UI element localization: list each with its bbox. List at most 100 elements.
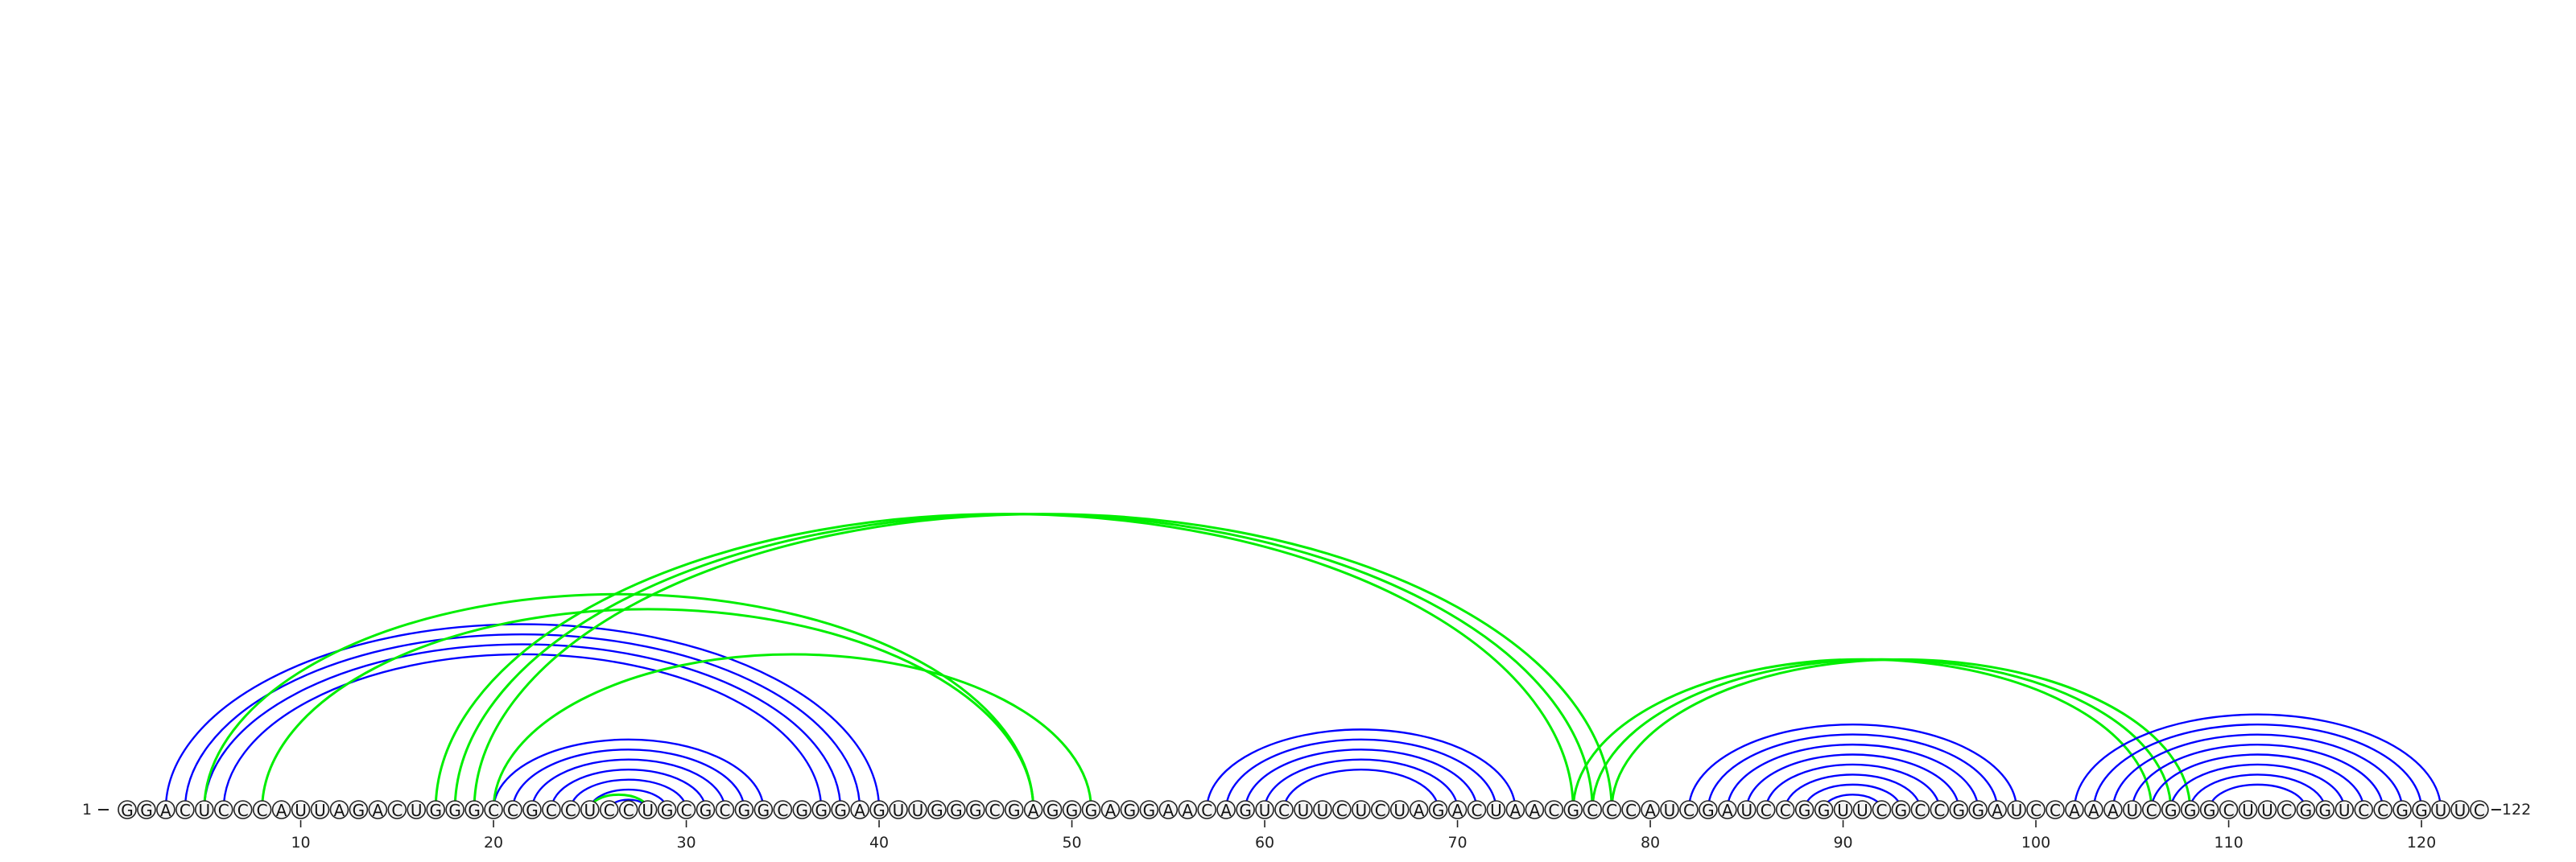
base-12: A (329, 800, 349, 820)
base-54: G (1139, 800, 1159, 820)
base-45: G (966, 800, 985, 820)
arc-blue-104-119 (2112, 733, 2404, 810)
arc-blue-102-121 (2073, 713, 2442, 810)
arc-blue-107-116 (2169, 763, 2346, 810)
base-letter: A (1452, 801, 1463, 820)
base-circle (2373, 800, 2392, 819)
base-40: G (869, 800, 889, 820)
base-56: A (1178, 800, 1198, 820)
base-24: C (561, 800, 580, 820)
arc-blue-83-98 (1707, 733, 1999, 810)
tick-label-50: 50 (1062, 834, 1081, 852)
base-86: C (1756, 800, 1776, 820)
base-74: A (1525, 800, 1545, 820)
base-22: G (522, 800, 542, 820)
base-letter: U (893, 801, 905, 820)
base-21: C (503, 800, 522, 820)
base-circle (233, 800, 253, 819)
base-circle (387, 800, 407, 819)
base-letter: G (1818, 801, 1831, 820)
base-23: C (542, 800, 561, 820)
base-circle (1081, 800, 1101, 819)
base-circle (310, 800, 330, 819)
base-circle (2007, 800, 2026, 819)
base-77: C (1583, 800, 1602, 820)
base-circle (715, 800, 735, 819)
base-110: C (2219, 800, 2239, 820)
base-letter: U (2435, 801, 2447, 820)
base-circle (1737, 800, 1757, 819)
base-letter: C (623, 801, 634, 820)
base-circle (464, 800, 484, 819)
base-letter: G (758, 801, 770, 820)
base-109: G (2199, 800, 2219, 820)
base-letter: G (796, 801, 809, 820)
base-letter: G (448, 801, 461, 820)
arc-blue-20-34 (492, 738, 765, 810)
arc-blue-106-117 (2150, 753, 2365, 810)
base-circle (1756, 800, 1776, 819)
base-53: G (1120, 800, 1140, 820)
base-letter: C (565, 801, 576, 820)
base-letter: C (2146, 801, 2157, 820)
base-7: C (233, 800, 253, 820)
base-64: C (1332, 800, 1352, 820)
tick-label-60: 60 (1255, 834, 1274, 852)
base-letter: G (1953, 801, 1966, 820)
base-circle (1833, 800, 1853, 819)
base-66: C (1370, 800, 1390, 820)
base-circle (1139, 800, 1159, 819)
base-circle (2470, 800, 2489, 819)
base-circle (1004, 800, 1024, 819)
base-letter: G (140, 801, 153, 820)
tick-label-120: 120 (2407, 834, 2436, 852)
base-122: U (2450, 800, 2470, 820)
base-letter: C (1914, 801, 1926, 820)
base-96: G (1949, 800, 1969, 820)
base-circle (1679, 800, 1699, 819)
base-circle (1120, 800, 1140, 819)
base-letter: A (2107, 801, 2119, 820)
base-letter: U (1393, 801, 1406, 820)
base-letter: G (2319, 801, 2332, 820)
base-19: G (464, 800, 484, 820)
base-39: A (850, 800, 869, 820)
base-34: G (753, 800, 774, 820)
base-circle (1814, 800, 1834, 819)
base-circle (252, 800, 272, 819)
base-circle (1852, 800, 1872, 819)
base-circle (2238, 800, 2258, 819)
arc-blue-82-99 (1687, 723, 2018, 810)
base-circle (1236, 800, 1255, 819)
base-26: C (599, 800, 619, 820)
base-111: U (2238, 800, 2258, 820)
base-letter: C (2050, 801, 2061, 820)
base-43: G (927, 800, 947, 820)
base-circle (118, 800, 137, 819)
base-letter: G (873, 801, 886, 820)
base-letter: C (604, 801, 615, 820)
base-circle (2141, 800, 2161, 819)
base-9: A (271, 800, 291, 820)
base-75: C (1544, 800, 1564, 820)
arc-blue-108-115 (2189, 773, 2326, 810)
base-circle (947, 800, 966, 819)
base-letter: C (1761, 801, 1772, 820)
base-100: C (2026, 800, 2046, 820)
base-82: C (1679, 800, 1699, 820)
base-letter: G (1432, 801, 1445, 820)
arc-green-20-51 (492, 653, 1092, 810)
base-121: U (2431, 800, 2450, 820)
base-letter: C (1606, 801, 1617, 820)
base-circle (2103, 800, 2123, 819)
base-letter: G (1239, 801, 1252, 820)
sequence-axis: 1 122 (82, 801, 2531, 819)
base-letter: G (815, 801, 828, 820)
base-letter: G (661, 801, 674, 820)
base-circle (2296, 800, 2316, 819)
base-circle (1602, 800, 1621, 819)
arc-blue-105-118 (2131, 743, 2384, 810)
arc-green-78-108 (1610, 658, 2192, 810)
base-letter: G (1085, 801, 1098, 820)
base-123: C (2470, 800, 2489, 820)
